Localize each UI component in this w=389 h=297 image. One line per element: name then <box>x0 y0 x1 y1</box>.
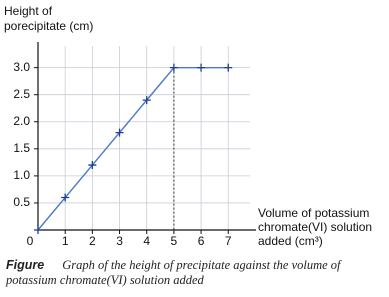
x-tick-label: 6 <box>198 234 205 248</box>
x-axis-label: Volume of potassium <box>258 206 369 220</box>
data-line <box>37 66 229 231</box>
caption-label: Figure <box>6 258 45 272</box>
x-tick-label: 5 <box>171 234 178 248</box>
marker <box>61 193 70 202</box>
y-tick-label: 2.0 <box>13 114 30 128</box>
y-tick-label: 1.0 <box>13 168 30 182</box>
y-axis-label: Height of <box>4 4 53 18</box>
chart: 0.5 1.0 1.5 2.0 2.5 3.0 0 1 2 3 4 5 6 7 Height ofporec… <box>4 4 372 248</box>
x-axis-label: added (cm³) <box>258 234 323 248</box>
caption: Figure Graph of the height of precipitate… <box>6 258 386 288</box>
marker <box>224 63 233 72</box>
marker <box>142 96 151 105</box>
x-axis-label: chromate(VI) solution <box>258 220 372 234</box>
marker <box>88 161 97 170</box>
marker <box>169 63 178 72</box>
y-tick-label: 1.5 <box>13 141 30 155</box>
y-axis-label: porecipitate (cm) <box>4 19 93 33</box>
x-tick-label: 2 <box>89 234 96 248</box>
marker <box>34 226 42 234</box>
x-tick-label: 3 <box>116 234 123 248</box>
x-tick-label: 0 <box>27 234 34 248</box>
y-tick-label: 3.0 <box>13 60 30 74</box>
x-tick-label: 4 <box>143 234 150 248</box>
y-tick-label: 0.5 <box>13 195 30 209</box>
x-tick-label: 7 <box>225 234 232 248</box>
marker <box>197 63 206 72</box>
marker <box>115 128 124 137</box>
y-tick-label: 2.5 <box>13 87 30 101</box>
x-tick-label: 1 <box>62 234 69 248</box>
caption-text: Graph of the height of precipitate again… <box>6 258 341 287</box>
